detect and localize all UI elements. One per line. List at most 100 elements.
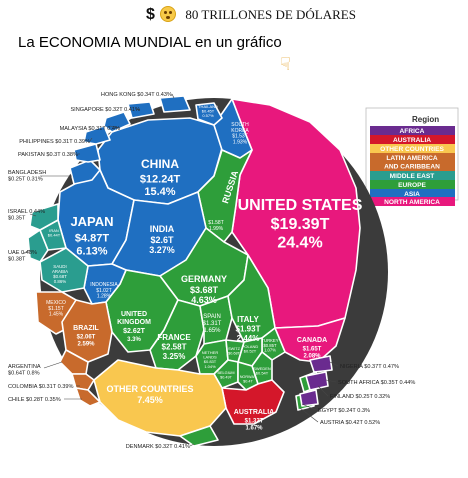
label-south-korea: $1.53T: [232, 134, 248, 140]
label-israel: $0.35T: [8, 216, 26, 222]
label-mexico: $1.15T: [48, 306, 64, 312]
legend-swatch-asia: [370, 189, 455, 197]
leader-egypt: [301, 403, 317, 411]
label-spain: SPAIN: [203, 314, 221, 320]
label-south-africa: SOUTH AFRICA $0.35T 0.44%: [338, 380, 415, 386]
label-share-other-countries: 7.45%: [137, 395, 163, 405]
label-belgium: $0.49T: [220, 375, 233, 379]
label-norway: $0.4T: [243, 379, 253, 383]
cell-denmark: [179, 425, 219, 447]
label-share-india: 3.27%: [149, 245, 175, 255]
label-finland: FINLAND $0.25T 0.32%: [330, 394, 390, 400]
legend: Region AFRICA AUSTRALIA OTHER COUNTRIES LATI…: [365, 107, 459, 206]
cell-russia: [197, 149, 253, 243]
label-mexico: 1.45%: [49, 312, 64, 318]
label-value-brazil: $2.06T: [77, 334, 96, 340]
cell-israel: [29, 203, 59, 231]
label-name-united-kingdom: KINGDOM: [117, 319, 151, 326]
legend-label-latin-america-and-caribbean: AND CARIBBEAN: [384, 164, 440, 171]
label-austria: AUSTRIA $0.42T 0.52%: [320, 420, 380, 426]
label-poland: POLAND: [242, 344, 259, 349]
label-sweden: SWEDEN: [253, 366, 271, 371]
label-thailand: 0.57%: [202, 113, 214, 118]
label-philippines: PHILIPPINES $0.31T 0.39%: [19, 139, 90, 145]
leader-israel: [29, 213, 37, 217]
label-value-germany: $3.68T: [190, 285, 219, 295]
dollar-sign: $: [146, 6, 155, 23]
legend-label-asia: ASIA: [404, 191, 420, 198]
legend-swatch-africa: [370, 126, 455, 135]
cell-south-africa: [305, 371, 329, 391]
label-name-united-kingdom: UNITED: [121, 311, 147, 318]
label-poland: $0.52T: [244, 349, 257, 354]
label-share-japan: 6.13%: [76, 245, 107, 257]
label-norway: NORWAY: [240, 375, 257, 379]
label-name-japan: JAPAN: [70, 214, 113, 229]
leader-austria: [299, 407, 319, 423]
legend-swatch-latin-america-and-caribbean: [370, 153, 455, 171]
legend-label-africa: AFRICA: [400, 128, 425, 135]
label-singapore: SINGAPORE $0.32T 0.41%: [70, 107, 140, 113]
label-argentina: $0.64T 0.8%: [8, 371, 40, 377]
label-indonesia: $1.02T: [96, 288, 112, 294]
legend-swatch-other-countries: [370, 144, 455, 153]
surprised-face-icon: [160, 6, 177, 22]
label-share-australia: 1.67%: [245, 425, 263, 431]
label-netherlands: $0.83T: [204, 359, 217, 364]
cell-indonesia: [83, 263, 127, 305]
label-turkey: TURKEY: [262, 338, 279, 343]
cell-hong-kong: [159, 95, 191, 113]
cell-nigeria: [309, 355, 333, 373]
cell-egypt: [299, 389, 319, 407]
label-value-united-states: $19.39T: [271, 216, 330, 233]
cell-singapore: [127, 101, 155, 119]
leader-philippines: [89, 137, 93, 142]
label-chile: CHILE $0.28T 0.35%: [8, 397, 61, 403]
cell-malaysia: [103, 111, 131, 133]
chart-cells: [27, 95, 388, 447]
label-iran: IRAN: [49, 228, 59, 233]
label-value-japan: $4.87T: [75, 233, 110, 245]
label-malaysia: MALAYSIA $0.31T 0.4%: [60, 126, 120, 132]
label-colombia: COLOMBIA $0.31T 0.39%: [8, 384, 74, 390]
cell-other-countries: [93, 359, 227, 437]
leader-finland: [317, 385, 329, 397]
label-value-canada: $1.65T: [303, 346, 322, 352]
label-uae: UAE 0.48%: [8, 250, 37, 256]
cell-pakistan: [73, 143, 101, 163]
header: $ 80 TRILLONES DE DÓLARES La ECONOMIA MU…: [0, 0, 468, 60]
label-denmark: DENMARK $0.32T 0.41%: [126, 444, 190, 450]
legend-swatch-middle-east: [370, 171, 455, 180]
label-value-italy: $1.93T: [236, 325, 261, 334]
leader-malaysia: [109, 125, 121, 129]
label-switzerland: SWITZ: [228, 347, 240, 351]
label-share-china: 15.4%: [144, 186, 175, 198]
leader-uae: [21, 249, 31, 255]
label-turkey: $0.85T: [263, 343, 276, 348]
label-name-united-states: UNITED STATES: [238, 197, 363, 214]
label-name-italy: ITALY: [237, 315, 259, 324]
label-value-russia: $1.58T: [208, 220, 224, 226]
label-indonesia: 1.28%: [97, 294, 112, 300]
label-netherlands: LANDS: [203, 355, 217, 360]
legend-label-middle-east: MIDDLE EAST: [390, 173, 435, 180]
label-switzerland: $0.68T: [228, 351, 241, 355]
legend-label-other-countries: OTHER COUNTRIES: [380, 146, 444, 153]
label-indonesia: INDONESIA: [90, 282, 118, 288]
headline-total-text: 80 TRILLONES DE DÓLARES: [185, 7, 356, 22]
label-belgium: BELGIUM: [217, 371, 234, 375]
page-title: La ECONOMIA MUNDIAL en un gráfico: [18, 34, 282, 51]
label-share-united-states: 24.4%: [277, 235, 322, 252]
label-share-canada: 2.08%: [303, 353, 321, 359]
leader-nigeria: [329, 361, 339, 367]
label-share-germany: 4.63%: [191, 295, 217, 305]
label-value-australia: $1.32T: [245, 418, 264, 424]
label-share-italy: 2.44%: [237, 334, 260, 343]
label-south-korea: 1.93%: [233, 139, 248, 145]
leader-singapore: [135, 108, 141, 111]
label-value-india: $2.6T: [150, 235, 174, 245]
label-share-france: 3.25%: [163, 352, 186, 361]
label-netherlands: 1.04%: [204, 364, 216, 369]
cell-philippines: [83, 125, 111, 145]
